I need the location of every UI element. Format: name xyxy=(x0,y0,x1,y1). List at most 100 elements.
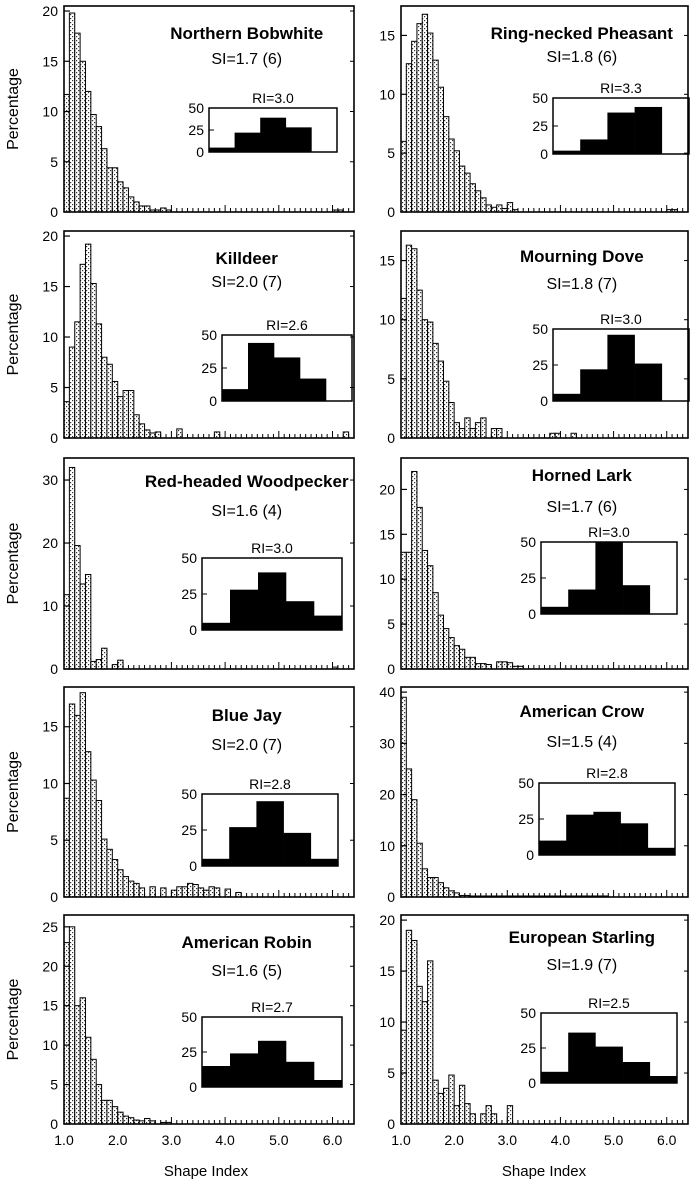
x-tick-label-american-robin: 6.0 xyxy=(323,1132,343,1148)
bar-european-starling-1_4 xyxy=(416,985,423,1125)
inset-bar-northern-bobwhite-0 xyxy=(209,147,235,152)
chart-subtitle-ring-necked-pheasant: SI=1.8 (6) xyxy=(546,49,617,66)
chart-subtitle-northern-bobwhite: SI=1.7 (6) xyxy=(211,51,282,68)
bar-horned-lark-3 xyxy=(501,661,508,670)
bar-horned-lark-2_6 xyxy=(480,663,487,670)
bar-red-headed-woodpecker-1_7 xyxy=(95,659,103,670)
bar-european-starling-3_1 xyxy=(506,1105,514,1125)
bar-ring-necked-pheasant-1_6 xyxy=(427,32,434,213)
x-axis-label-right: Shape Index xyxy=(502,1163,587,1180)
bar-american-robin-2_2 xyxy=(122,1115,129,1125)
bar-horned-lark-1_2 xyxy=(405,551,413,670)
x-tick-label-american-robin: 3.0 xyxy=(162,1132,182,1148)
y-tick-label-ring-necked-pheasant: 10 xyxy=(379,86,395,102)
inset-bar-red-headed-woodpecker-3 xyxy=(286,601,315,630)
chart-title-killdeer: Killdeer xyxy=(216,249,279,268)
bar-american-robin-2 xyxy=(111,1106,119,1125)
inset-y-tick-label-red-headed-woodpecker: 0 xyxy=(189,622,197,638)
bar-blue-jay-2_3 xyxy=(127,880,135,898)
bar-horned-lark-1_9 xyxy=(443,628,450,670)
x-tick-label-european-starling: 4.0 xyxy=(551,1132,571,1148)
panels: 0 5 10 15 20 Percentage Northern Bobwhite SI=1.… xyxy=(5,3,690,1148)
inset-bar-blue-jay-4 xyxy=(310,858,339,866)
x-tick-label-european-starling: 1.0 xyxy=(391,1132,411,1148)
x-tick-label-american-robin: 5.0 xyxy=(269,1132,289,1148)
inset-y-tick-label-northern-bobwhite: 25 xyxy=(188,122,204,138)
bar-northern-bobwhite-1_8 xyxy=(101,148,108,213)
bar-mourning-dove-2_3 xyxy=(464,417,471,439)
inset-bar-european-starling-3 xyxy=(622,1062,651,1083)
inset-y-tick-label-mourning-dove: 25 xyxy=(532,357,548,373)
inset-bar-american-robin-3 xyxy=(286,1061,315,1087)
bar-ring-necked-pheasant-1_9 xyxy=(443,116,450,213)
inset-bar-american-crow-4 xyxy=(647,847,676,855)
y-tick-label-killdeer: 15 xyxy=(42,279,58,295)
chart-subtitle-european-starling: SI=1.9 (7) xyxy=(546,957,617,974)
bar-killdeer-2_2 xyxy=(122,390,129,439)
y-tick-label-northern-bobwhite: 10 xyxy=(42,104,58,120)
bar-american-robin-2_1 xyxy=(117,1111,124,1125)
y-tick-label-horned-lark: 20 xyxy=(379,481,395,497)
bar-horned-lark-2_4 xyxy=(469,656,476,670)
bar-ring-necked-pheasant-1_2 xyxy=(405,63,413,213)
y-tick-label-mourning-dove: 10 xyxy=(379,312,395,328)
bar-american-robin-2_3 xyxy=(127,1117,135,1125)
y-tick-label-american-robin: 15 xyxy=(42,998,58,1014)
inset-y-tick-label-killdeer: 25 xyxy=(201,360,217,376)
bar-northern-bobwhite-2_4 xyxy=(133,201,140,213)
inset-red-headed-woodpecker: 0 25 50 RI=3.0 xyxy=(181,540,343,638)
bar-american-robin-1_1 xyxy=(63,942,70,1125)
inset-bar-red-headed-woodpecker-4 xyxy=(314,615,343,630)
inset-label-red-headed-woodpecker: RI=3.0 xyxy=(251,540,293,556)
bar-ring-necked-pheasant-2_6 xyxy=(480,197,487,213)
y-tick-label-european-starling: 20 xyxy=(379,912,395,928)
bar-horned-lark-1_6 xyxy=(427,565,434,670)
bar-european-starling-1_5 xyxy=(421,1001,429,1125)
bar-killdeer-1_4 xyxy=(79,263,86,439)
panel-northern-bobwhite: 0 5 10 15 20 Percentage Northern Bobwhite SI=1.… xyxy=(5,3,355,220)
inset-european-starling: 0 25 50 RI=2.5 xyxy=(520,995,678,1091)
inset-bar-american-crow-0 xyxy=(539,840,567,855)
bar-red-headed-woodpecker-1_3 xyxy=(74,545,81,670)
inset-y-tick-label-mourning-dove: 50 xyxy=(532,321,548,337)
y-tick-label-american-crow: 40 xyxy=(379,684,395,700)
inset-bar-horned-lark-0 xyxy=(541,606,569,614)
inset-bar-blue-jay-1 xyxy=(229,827,257,866)
inset-y-tick-label-american-crow: 0 xyxy=(526,847,534,863)
bar-blue-jay-4_1 xyxy=(224,888,231,898)
inset-bar-mourning-dove-3 xyxy=(634,363,663,401)
inset-y-tick-label-american-robin: 25 xyxy=(181,1044,197,1060)
chart-subtitle-blue-jay: SI=2.0 (7) xyxy=(211,737,282,754)
y-tick-label-european-starling: 0 xyxy=(387,1116,395,1132)
bar-northern-bobwhite-2_1 xyxy=(117,181,124,213)
inset-killdeer: 0 25 50 RI=2.6 xyxy=(201,317,353,409)
x-tick-label-european-starling: 6.0 xyxy=(657,1132,677,1148)
inset-bar-horned-lark-3 xyxy=(622,585,651,614)
bar-european-starling-2_7 xyxy=(485,1105,492,1125)
bar-killdeer-2_6 xyxy=(144,429,151,439)
chart-title-ring-necked-pheasant: Ring-necked Pheasant xyxy=(491,24,674,43)
bar-killdeer-2_4 xyxy=(133,414,140,439)
y-tick-label-horned-lark: 0 xyxy=(387,661,395,677)
y-tick-label-american-crow: 30 xyxy=(379,735,395,751)
bar-killdeer-3_2 xyxy=(176,428,183,439)
inset-bar-blue-jay-0 xyxy=(202,858,230,866)
bar-blue-jay-3_9 xyxy=(213,887,221,898)
inset-bar-american-crow-3 xyxy=(620,823,649,855)
inset-bar-killdeer-0 xyxy=(222,389,249,401)
bar-ring-necked-pheasant-2_9 xyxy=(496,204,503,213)
bar-blue-jay-1_4 xyxy=(79,692,86,898)
bar-european-starling-2_2 xyxy=(458,1084,466,1125)
bar-horned-lark-1_5 xyxy=(421,549,429,670)
bar-mourning-dove-1_9 xyxy=(443,380,450,439)
chart-subtitle-red-headed-woodpecker: SI=1.6 (4) xyxy=(211,503,282,520)
y-tick-label-northern-bobwhite: 20 xyxy=(42,3,58,19)
inset-bar-killdeer-1 xyxy=(248,342,275,401)
chart-title-blue-jay: Blue Jay xyxy=(212,706,282,725)
bar-american-crow-1_5 xyxy=(421,868,429,898)
x-tick-label-european-starling: 3.0 xyxy=(498,1132,518,1148)
inset-mourning-dove: 0 25 50 RI=3.0 xyxy=(532,311,690,409)
bar-northern-bobwhite-1_9 xyxy=(106,167,113,213)
bar-ring-necked-pheasant-2_4 xyxy=(469,183,476,213)
bar-killdeer-2_3 xyxy=(127,390,135,439)
